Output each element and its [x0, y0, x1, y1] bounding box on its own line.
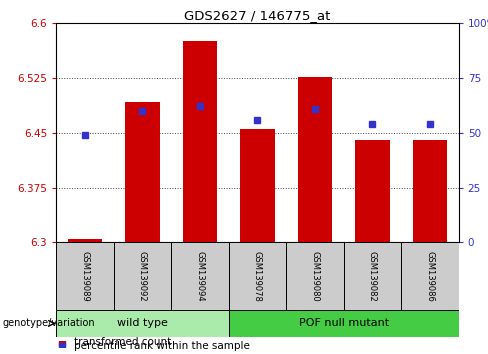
Text: GSM139092: GSM139092	[138, 251, 147, 302]
Text: POF null mutant: POF null mutant	[299, 318, 389, 329]
Bar	[229, 310, 459, 337]
Text: GSM139094: GSM139094	[195, 251, 204, 302]
Bar	[68, 239, 102, 242]
Bar	[56, 242, 114, 310]
Bar	[298, 77, 332, 242]
Text: wild type: wild type	[117, 318, 168, 329]
Text: transformed count: transformed count	[74, 337, 171, 347]
Text: GSM139089: GSM139089	[81, 251, 89, 302]
Bar	[355, 140, 390, 242]
Bar	[125, 102, 160, 242]
Text: GSM139078: GSM139078	[253, 251, 262, 302]
Bar	[286, 242, 344, 310]
Text: GSM139082: GSM139082	[368, 251, 377, 302]
Bar	[401, 242, 459, 310]
Title: GDS2627 / 146775_at: GDS2627 / 146775_at	[184, 9, 330, 22]
Bar	[344, 242, 401, 310]
Bar	[171, 242, 229, 310]
Bar	[229, 242, 286, 310]
Bar	[56, 310, 229, 337]
Text: GSM139086: GSM139086	[426, 251, 434, 302]
Bar	[240, 129, 275, 242]
Text: genotype/variation: genotype/variation	[2, 318, 95, 329]
Bar	[183, 41, 217, 242]
Bar	[413, 140, 447, 242]
Text: percentile rank within the sample: percentile rank within the sample	[74, 341, 250, 350]
Bar	[114, 242, 171, 310]
Text: GSM139080: GSM139080	[310, 251, 320, 302]
